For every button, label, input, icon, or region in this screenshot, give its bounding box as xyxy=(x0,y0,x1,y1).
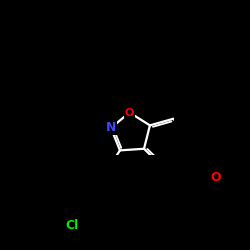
Text: Cl: Cl xyxy=(66,220,79,232)
Text: N: N xyxy=(106,122,116,134)
Text: O: O xyxy=(210,171,221,184)
Text: O: O xyxy=(125,108,134,118)
